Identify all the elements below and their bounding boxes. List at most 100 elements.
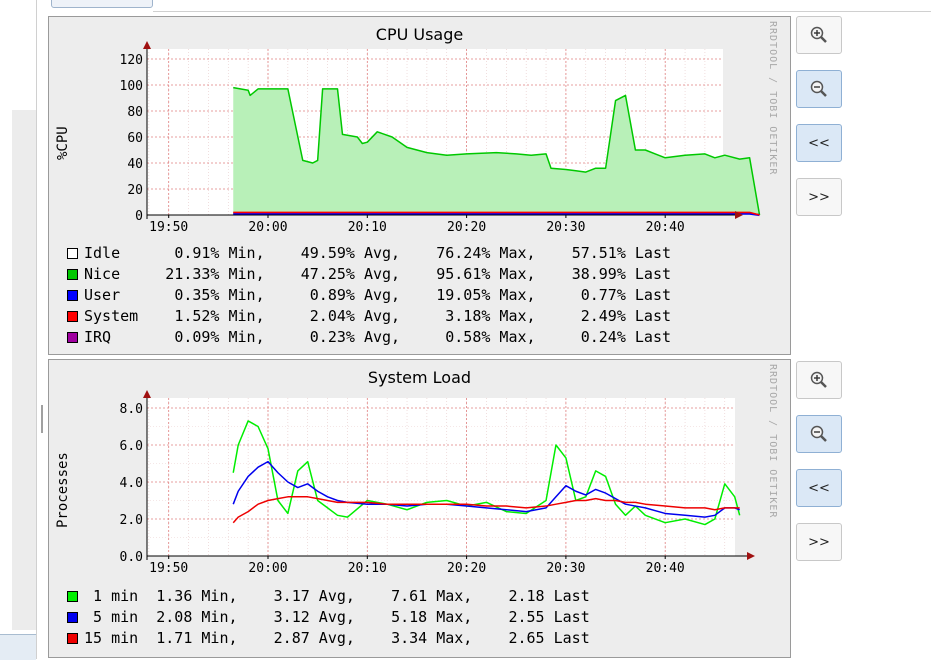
legend-unit: Avg, — [354, 286, 401, 304]
series-system-line — [233, 211, 760, 216]
cpu-usage-graph: 0 20 40 60 80 100 120 19:50 20:00 20:10 20:20 20:30… — [48, 16, 791, 355]
legend-row: 1 min 1.36 Min, 3.17 Avg, 7.61 Max, 2.18… — [67, 586, 590, 607]
legend-unit: Avg, — [354, 307, 401, 325]
chart-title: System Load — [367, 368, 472, 387]
legend-spacer — [84, 607, 93, 628]
legend-row: Nice 21.33% Min, 47.25% Avg, 95.61% Max,… — [67, 264, 671, 285]
zoom-in-button[interactable] — [796, 16, 842, 54]
legend-spacer — [156, 243, 174, 264]
legend-spacer — [238, 586, 274, 607]
series-1min-line — [232, 420, 741, 526]
x-tick-label: 20:30 — [546, 561, 585, 576]
legend-unit: Avg, — [354, 244, 401, 262]
legend-unit — [138, 306, 156, 327]
legend-spacer — [472, 607, 508, 628]
legend-unit: Last — [544, 587, 590, 605]
x-tick-label: 20:00 — [248, 561, 287, 576]
legend-name: 1 min — [93, 587, 139, 605]
legend-spacer — [400, 306, 445, 327]
legend-spacer — [265, 306, 310, 327]
zoom-in-icon — [810, 371, 827, 388]
back-button[interactable]: << — [796, 469, 842, 507]
legend-spacer — [265, 264, 301, 285]
y-tick-label: 2.0 — [120, 513, 143, 528]
y-tick-label: 80 — [127, 105, 143, 120]
y-axis-label: Processes — [55, 452, 71, 528]
legend-name: Idle — [84, 244, 121, 262]
legend-min: 0.91% — [174, 244, 220, 262]
legend-spacer — [147, 586, 156, 607]
legend-spacer — [156, 327, 174, 348]
y-axis-arrow — [143, 41, 151, 49]
left-panel-tab[interactable] — [0, 634, 36, 660]
forward-button[interactable]: >> — [796, 178, 842, 216]
legend-unit: Max, — [427, 608, 473, 626]
top-button[interactable] — [51, 0, 153, 8]
plot-background — [147, 398, 735, 556]
legend-avg: 2.87 — [273, 629, 310, 647]
legend-spacer — [265, 243, 301, 264]
cpu-legend: Idle 0.91% Min, 49.59% Avg, 76.24% Max, … — [67, 243, 671, 348]
legend-unit: Min, — [192, 629, 238, 647]
zoom-in-button[interactable] — [796, 361, 842, 399]
legend-unit: Last — [625, 286, 672, 304]
legend-min: 1.36 — [156, 587, 193, 605]
legend-last: 38.99% — [571, 265, 626, 283]
legend-spacer — [355, 586, 391, 607]
legend-spacer — [400, 327, 445, 348]
x-tick-label: 20:30 — [546, 220, 585, 235]
legend-max: 0.58% — [445, 328, 491, 346]
legend-name: Nice — [84, 265, 121, 283]
legend-unit: Min, — [192, 608, 238, 626]
legend-min: 21.33% — [165, 265, 220, 283]
legend-unit: Min, — [219, 244, 265, 262]
series-nice-area — [233, 87, 760, 215]
legend-row: User 0.35% Min, 0.89% Avg, 19.05% Max, 0… — [67, 285, 671, 306]
legend-swatch — [67, 248, 78, 259]
legend-spacer — [536, 243, 572, 264]
forward-button[interactable]: >> — [796, 523, 842, 561]
legend-unit: Last — [544, 608, 590, 626]
legend-unit: Last — [625, 265, 672, 283]
legend-row: 15 min 1.71 Min, 2.87 Avg, 3.34 Max, 2.6… — [67, 628, 590, 649]
legend-spacer — [472, 628, 508, 649]
legend-name: IRQ — [84, 328, 112, 346]
x-tick-label: 20:40 — [646, 220, 685, 235]
legend-min: 0.09% — [174, 328, 220, 346]
legend-unit — [138, 628, 147, 649]
legend-unit: Min, — [219, 328, 265, 346]
legend-max: 19.05% — [436, 286, 491, 304]
legend-unit — [138, 607, 147, 628]
legend-spacer — [238, 628, 274, 649]
legend-unit: Min, — [219, 286, 265, 304]
y-tick-label: 0 — [135, 209, 143, 224]
legend-spacer — [536, 306, 581, 327]
series-user-line — [233, 212, 760, 217]
y-tick-label: 120 — [120, 53, 143, 68]
legend-unit: Max, — [427, 587, 473, 605]
legend-name: 15 min — [84, 629, 139, 647]
zoom-out-button[interactable] — [796, 70, 842, 108]
splitter-handle[interactable] — [41, 405, 43, 433]
legend-unit: Max, — [490, 307, 536, 325]
zoom-out-button[interactable] — [796, 415, 842, 453]
legend-avg: 3.17 — [273, 587, 310, 605]
system-load-graph: 0.0 2.0 4.0 6.0 8.0 19:50 20:00 20:10 20:20 20:30… — [48, 359, 791, 658]
back-button[interactable]: << — [796, 124, 842, 162]
legend-spacer — [355, 628, 391, 649]
legend-min: 0.35% — [174, 286, 220, 304]
legend-min: 1.71 — [156, 629, 193, 647]
legend-avg: 2.04% — [309, 307, 355, 325]
zoom-in-icon — [810, 26, 827, 43]
legend-unit — [120, 264, 156, 285]
legend-last: 2.49% — [580, 307, 626, 325]
legend-avg: 0.89% — [309, 286, 355, 304]
y-tick-label: 0.0 — [120, 550, 143, 565]
x-axis-arrow — [747, 552, 755, 560]
legend-spacer — [156, 264, 165, 285]
legend-unit: Avg, — [309, 608, 355, 626]
system-load-plot: 0.0 2.0 4.0 6.0 8.0 19:50 20:00 20:10 20:20 20:30… — [120, 390, 755, 576]
legend-unit: Last — [625, 244, 672, 262]
legend-unit: Min, — [219, 307, 265, 325]
legend-swatch — [67, 269, 78, 280]
